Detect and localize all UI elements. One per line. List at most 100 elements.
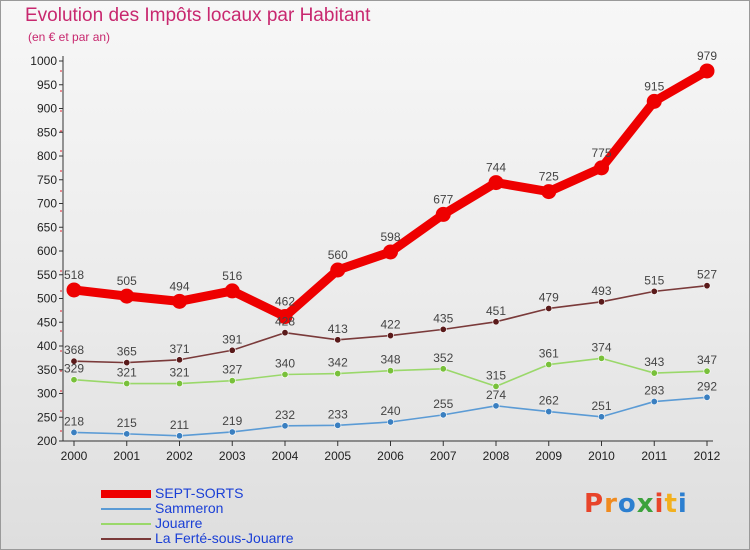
- x-tick-label: 2012: [694, 449, 721, 463]
- y-tick-label: 900: [37, 102, 57, 116]
- y-tick-label: 250: [37, 410, 57, 424]
- data-label: 262: [539, 394, 559, 408]
- data-point: [492, 402, 500, 410]
- data-point: [224, 283, 240, 299]
- data-label: 218: [64, 414, 84, 428]
- series-sammeron: [70, 393, 711, 440]
- data-label: 725: [539, 170, 559, 184]
- data-point: [492, 382, 500, 390]
- data-label: 329: [64, 362, 84, 376]
- data-label: 677: [433, 192, 453, 206]
- data-label: 292: [697, 379, 717, 393]
- data-label: 462: [275, 295, 295, 309]
- y-tick-label: 300: [37, 387, 57, 401]
- chart-subtitle: (en € et par an): [28, 30, 111, 44]
- data-point: [439, 365, 447, 373]
- series-la-fert-sous-jouarre: [70, 282, 711, 367]
- data-point: [699, 63, 715, 79]
- legend-label-sammeron: Sammeron: [155, 500, 224, 516]
- data-point: [228, 346, 236, 354]
- legend-swatch-sammeron: [101, 508, 151, 510]
- data-point: [439, 411, 447, 419]
- data-label: 352: [433, 351, 453, 365]
- data-label: 342: [328, 356, 348, 370]
- legend-swatch-jouarre: [101, 523, 151, 525]
- data-label: 327: [222, 363, 242, 377]
- data-point: [228, 377, 236, 385]
- data-point: [334, 370, 342, 378]
- x-tick-label: 2001: [113, 449, 140, 463]
- data-point: [703, 367, 711, 375]
- data-label: 233: [328, 407, 348, 421]
- y-tick-label: 600: [37, 244, 57, 258]
- logo-letter: o: [617, 489, 637, 519]
- data-label: 505: [117, 274, 137, 288]
- data-label: 979: [697, 49, 717, 63]
- data-point: [277, 309, 293, 325]
- x-tick-label: 2010: [588, 449, 615, 463]
- x-tick-label: 2009: [535, 449, 562, 463]
- data-label: 479: [539, 290, 559, 304]
- data-point: [386, 332, 394, 340]
- data-point: [597, 413, 605, 421]
- logo-letter: i: [677, 489, 688, 519]
- data-point: [597, 354, 605, 362]
- data-label: 274: [486, 388, 506, 402]
- logo-letter: x: [636, 489, 655, 519]
- x-tick-label: 2008: [483, 449, 510, 463]
- data-label: 527: [697, 268, 717, 282]
- data-label: 518: [64, 268, 84, 282]
- data-label: 598: [380, 230, 400, 244]
- data-label: 744: [486, 161, 506, 175]
- logo-letter: P: [584, 489, 605, 519]
- logo-letter: t: [664, 489, 678, 519]
- legend-swatch-la-ferte: [101, 538, 151, 540]
- data-point: [545, 304, 553, 312]
- data-label: 211: [170, 418, 189, 432]
- x-tick-label: 2003: [219, 449, 246, 463]
- y-tick-label: 650: [37, 220, 57, 234]
- legend-label-la-ferte: La Ferté-sous-Jouarre: [155, 530, 294, 546]
- data-label: 391: [222, 332, 242, 346]
- data-label: 251: [591, 399, 611, 413]
- data-point: [176, 432, 184, 440]
- data-point: [66, 282, 82, 298]
- data-point: [119, 288, 135, 304]
- data-label: 915: [644, 79, 664, 93]
- data-point: [492, 318, 500, 326]
- x-tick-label: 2006: [377, 449, 404, 463]
- data-point: [435, 206, 451, 222]
- data-point: [703, 282, 711, 290]
- data-point: [228, 428, 236, 436]
- data-point: [70, 376, 78, 384]
- data-label: 361: [539, 347, 559, 361]
- data-point: [70, 357, 78, 365]
- data-label: 321: [117, 366, 137, 380]
- data-point: [123, 359, 131, 367]
- data-label: 516: [222, 269, 242, 283]
- data-point: [488, 175, 504, 191]
- data-label: 348: [380, 353, 400, 367]
- data-point: [650, 398, 658, 406]
- data-label: 255: [433, 397, 453, 411]
- data-label: 422: [380, 318, 400, 332]
- data-point: [281, 422, 289, 430]
- y-tick-label: 350: [37, 363, 57, 377]
- y-tick-label: 850: [37, 125, 57, 139]
- data-label: 374: [591, 340, 611, 354]
- data-point: [386, 418, 394, 426]
- data-point: [594, 160, 609, 176]
- data-label: 219: [222, 414, 242, 428]
- data-label: 515: [644, 273, 664, 287]
- data-label: 368: [64, 343, 84, 357]
- x-tick-label: 2005: [324, 449, 351, 463]
- proxiti-logo: Proxiti: [584, 489, 688, 519]
- series-jouarre: [70, 354, 711, 390]
- y-tick-label: 450: [37, 315, 57, 329]
- data-point: [545, 408, 553, 416]
- legend-swatch-sept-sorts: [101, 490, 151, 498]
- data-label: 428: [275, 315, 295, 329]
- y-tick-label: 400: [37, 339, 57, 353]
